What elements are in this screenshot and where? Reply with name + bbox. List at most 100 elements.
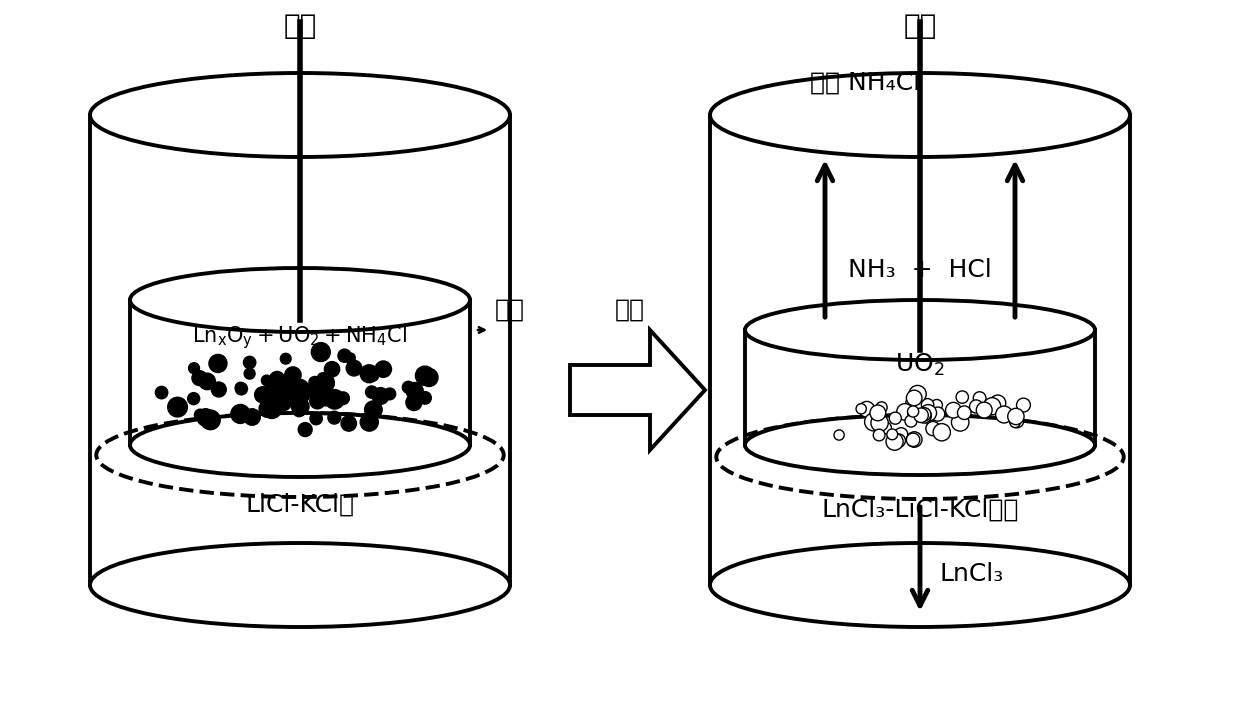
Circle shape [906,433,920,446]
Circle shape [908,408,920,420]
Circle shape [956,391,968,403]
Circle shape [212,383,222,393]
Circle shape [295,383,311,399]
Circle shape [990,395,1006,411]
Text: NH₃  +  HCl: NH₃ + HCl [848,258,992,282]
Ellipse shape [91,73,510,157]
Circle shape [211,382,226,397]
Circle shape [892,434,905,447]
Text: $\mathrm{UO_2}$: $\mathrm{UO_2}$ [895,352,945,378]
Circle shape [366,410,377,420]
Bar [130,300,470,445]
Circle shape [192,370,207,386]
Circle shape [274,393,291,411]
Circle shape [835,430,844,440]
Circle shape [293,404,306,417]
Circle shape [906,390,923,406]
Text: LnCl₃: LnCl₃ [940,562,1004,586]
Circle shape [294,384,305,396]
Circle shape [906,432,923,447]
Circle shape [345,353,355,363]
Circle shape [309,377,321,388]
Circle shape [909,386,926,403]
Circle shape [195,409,206,420]
Circle shape [244,368,255,379]
Circle shape [361,413,378,431]
Ellipse shape [745,415,1095,475]
Circle shape [236,383,246,393]
Circle shape [906,394,923,412]
Circle shape [970,400,982,413]
Circle shape [310,412,322,425]
Circle shape [263,399,281,418]
Circle shape [320,392,334,406]
Text: 滤网: 滤网 [495,298,525,322]
Circle shape [859,401,874,417]
Circle shape [904,404,918,417]
Circle shape [295,386,308,399]
Circle shape [319,373,332,387]
Circle shape [983,398,1001,415]
Circle shape [280,354,291,364]
Circle shape [879,422,892,433]
Circle shape [894,428,908,441]
Circle shape [372,388,389,404]
Circle shape [407,383,423,399]
Circle shape [291,398,309,415]
Circle shape [946,402,961,418]
Text: 搅拌: 搅拌 [284,12,316,40]
Circle shape [262,375,272,386]
Circle shape [339,349,351,362]
Circle shape [931,407,945,421]
Circle shape [887,433,903,450]
Circle shape [897,404,913,420]
Circle shape [327,411,341,424]
Circle shape [957,406,971,420]
Circle shape [187,393,200,404]
Circle shape [325,390,345,409]
Circle shape [277,384,291,399]
Circle shape [419,391,432,404]
Ellipse shape [711,73,1130,157]
Circle shape [277,380,286,391]
Circle shape [262,388,280,406]
Circle shape [286,386,304,402]
Circle shape [268,391,283,407]
Circle shape [280,384,299,403]
Circle shape [918,407,931,421]
Circle shape [317,372,329,385]
Circle shape [201,410,221,430]
Circle shape [864,413,883,431]
Circle shape [298,423,312,436]
Circle shape [265,378,285,398]
Circle shape [405,394,422,410]
Ellipse shape [711,543,1130,627]
Circle shape [951,414,968,431]
Text: 搅拌: 搅拌 [904,12,936,40]
Circle shape [973,392,986,404]
Circle shape [1017,398,1030,412]
Circle shape [887,429,898,440]
Circle shape [908,406,919,417]
Text: LnCl₃-LiCl-KCl熔盐: LnCl₃-LiCl-KCl熔盐 [821,498,1019,522]
Circle shape [920,407,936,423]
Circle shape [197,409,215,426]
Circle shape [198,373,216,390]
Circle shape [346,360,362,376]
Circle shape [325,362,340,377]
Circle shape [254,387,270,403]
Text: 高温: 高温 [615,298,645,322]
Circle shape [289,379,309,399]
Circle shape [1008,408,1024,425]
Circle shape [337,392,350,404]
Circle shape [285,367,301,383]
Circle shape [210,354,227,372]
Circle shape [310,384,329,403]
Circle shape [365,401,382,419]
Ellipse shape [130,413,470,477]
Circle shape [277,380,288,392]
Circle shape [322,379,334,391]
Circle shape [188,363,200,374]
Circle shape [916,408,929,420]
Circle shape [310,393,325,409]
